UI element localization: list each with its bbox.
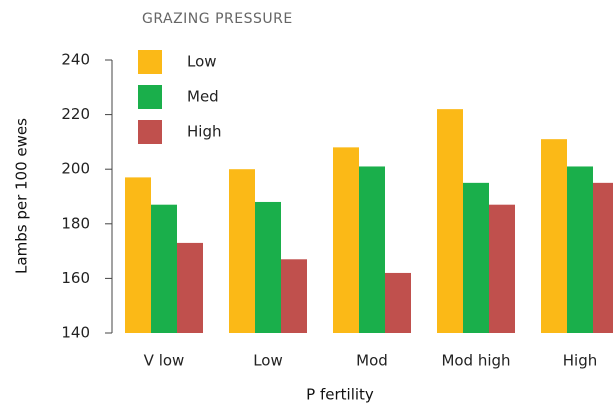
legend-swatch <box>138 85 162 109</box>
x-tick-label: High <box>563 352 597 370</box>
bar <box>385 272 411 333</box>
legend-label: High <box>187 123 221 141</box>
y-tick-label: 180 <box>61 214 90 232</box>
x-axis-title: P fertility <box>306 386 374 404</box>
legend-label: Low <box>187 53 217 71</box>
bar <box>151 204 177 333</box>
legend-swatch <box>138 50 162 74</box>
y-tick-label: 200 <box>61 160 90 178</box>
bar <box>489 204 515 333</box>
bar <box>125 177 151 333</box>
bar <box>333 147 359 333</box>
bar <box>281 259 307 333</box>
legend-title: GRAZING PRESSURE <box>142 11 293 27</box>
bar <box>567 166 593 333</box>
y-tick-label: 160 <box>61 269 90 287</box>
bar <box>593 182 613 333</box>
y-tick-label: 220 <box>61 105 90 123</box>
bar <box>177 242 203 333</box>
x-tick-label: Mod high <box>441 352 510 370</box>
y-tick-label: 240 <box>61 51 90 69</box>
x-tick-label: Mod <box>356 352 388 370</box>
bar <box>359 166 385 333</box>
x-tick-label: V low <box>144 352 185 370</box>
bar <box>229 169 255 333</box>
x-tick-label: Low <box>253 352 283 370</box>
bar <box>463 182 489 333</box>
bar <box>541 139 567 333</box>
bar <box>437 109 463 333</box>
y-tick-label: 140 <box>61 324 90 342</box>
legend-swatch <box>138 120 162 144</box>
bar <box>255 201 281 333</box>
y-axis-title: Lambs per 100 ewes <box>13 118 31 274</box>
legend-label: Med <box>187 88 219 106</box>
